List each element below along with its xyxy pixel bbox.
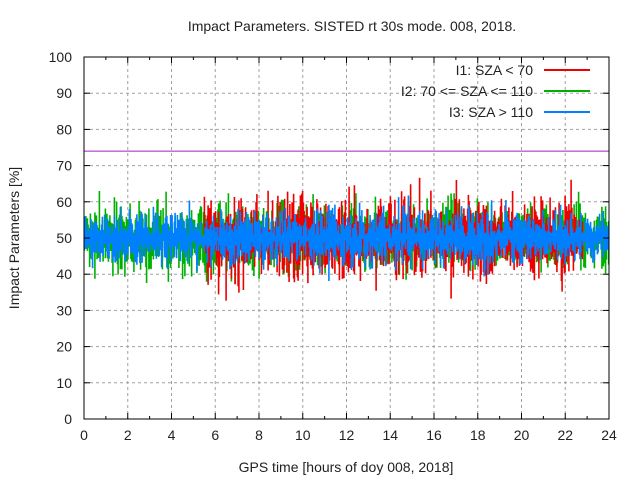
chart-title: Impact Parameters. SISTED rt 30s mode. 0… (188, 18, 516, 34)
y-axis-label: Impact Parameters [%] (6, 167, 22, 309)
x-tick-label: 24 (601, 427, 617, 443)
x-tick-label: 0 (80, 427, 88, 443)
x-tick-label: 6 (211, 427, 219, 443)
x-tick-label: 14 (382, 427, 398, 443)
y-tick-label: 60 (56, 194, 72, 210)
y-tick-label: 100 (49, 49, 73, 65)
y-tick-label: 0 (64, 411, 72, 427)
y-tick-label: 40 (56, 266, 72, 282)
legend-label: I2: 70 <= SZA <= 110 (401, 83, 533, 99)
y-tick-label: 80 (56, 121, 72, 137)
x-tick-label: 20 (514, 427, 530, 443)
x-tick-label: 10 (295, 427, 311, 443)
x-tick-label: 18 (470, 427, 486, 443)
x-tick-label: 8 (255, 427, 263, 443)
y-tick-label: 20 (56, 339, 72, 355)
legend-label: I1: SZA < 70 (456, 62, 534, 78)
legend: I1: SZA < 70 I2: 70 <= SZA <= 110 I3: SZA … (401, 62, 590, 120)
x-tick-label: 4 (168, 427, 176, 443)
y-tick-label: 70 (56, 158, 72, 174)
legend-label: I3: SZA > 110 (449, 104, 533, 120)
x-tick-label: 2 (124, 427, 132, 443)
y-tick-label: 10 (56, 375, 72, 391)
y-tick-label: 90 (56, 85, 72, 101)
x-tick-label: 12 (339, 427, 355, 443)
x-tick-label: 16 (426, 427, 442, 443)
x-axis-label: GPS time [hours of doy 008, 2018] (239, 459, 454, 475)
x-tick-label: 22 (557, 427, 573, 443)
y-tick-label: 30 (56, 302, 72, 318)
y-tick-label: 50 (56, 230, 72, 246)
